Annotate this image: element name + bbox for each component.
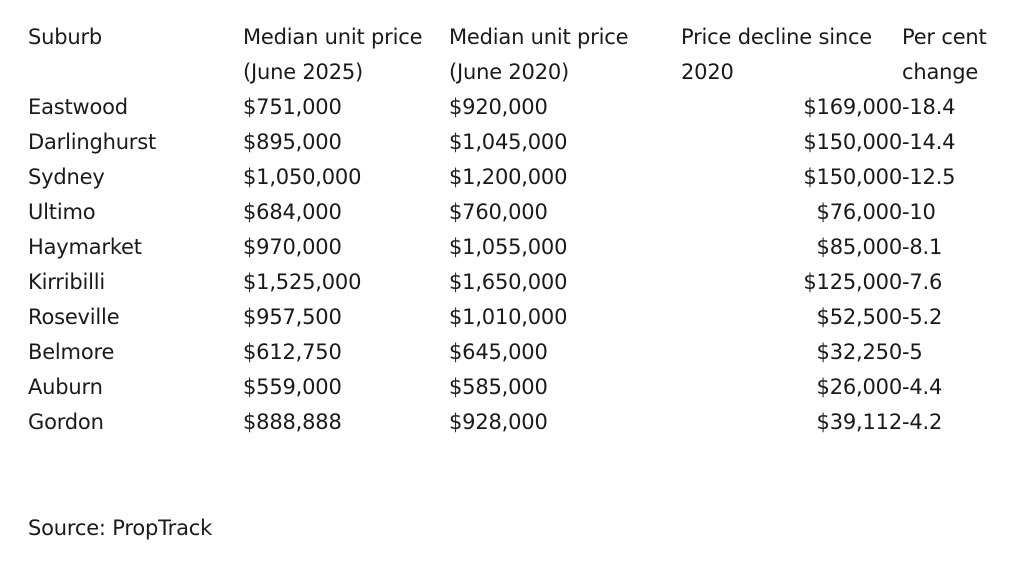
cell-per-cent-change: -8.1: [902, 235, 943, 259]
cell-median-2020: $920,000: [449, 95, 548, 119]
cell-suburb: Ultimo: [28, 200, 96, 224]
header-price-decline: Price decline since 2020: [681, 25, 873, 84]
cell-median-2020: $1,045,000: [449, 130, 568, 154]
cell-price-decline: $169,000: [803, 95, 902, 119]
cell-median-2025: $1,525,000: [243, 270, 362, 294]
table-row: Roseville $957,500 $1,010,000 $52,500 -5…: [28, 300, 992, 335]
cell-suburb: Belmore: [28, 340, 115, 364]
cell-median-2025: $751,000: [243, 95, 342, 119]
cell-suburb: Kirribilli: [28, 270, 106, 294]
table-row: Gordon $888,888 $928,000 $39,112 -4.2: [28, 405, 992, 440]
cell-price-decline: $150,000: [803, 130, 902, 154]
cell-median-2025: $957,500: [243, 305, 342, 329]
cell-median-2020: $1,650,000: [449, 270, 568, 294]
cell-per-cent-change: -18.4: [902, 95, 956, 119]
table-row: Belmore $612,750 $645,000 $32,250 -5: [28, 335, 992, 370]
cell-per-cent-change: -7.6: [902, 270, 943, 294]
table-row: Ultimo $684,000 $760,000 $76,000 -10: [28, 195, 992, 230]
cell-price-decline: $76,000: [816, 200, 903, 224]
cell-per-cent-change: -5.2: [902, 305, 943, 329]
cell-price-decline: $85,000: [816, 235, 903, 259]
cell-price-decline: $39,112: [816, 410, 903, 434]
table-row: Eastwood $751,000 $920,000 $169,000 -18.…: [28, 90, 992, 125]
cell-suburb: Darlinghurst: [28, 130, 157, 154]
cell-median-2020: $1,200,000: [449, 165, 568, 189]
cell-median-2020: $1,055,000: [449, 235, 568, 259]
cell-suburb: Sydney: [28, 165, 105, 189]
table-row: Auburn $559,000 $585,000 $26,000 -4.4: [28, 370, 992, 405]
cell-price-decline: $150,000: [803, 165, 902, 189]
cell-median-2025: $684,000: [243, 200, 342, 224]
cell-price-decline: $32,250: [816, 340, 903, 364]
header-per-cent-change: Per cent change: [902, 25, 987, 84]
header-median-2020: Median unit price (June 2020): [449, 25, 629, 84]
cell-median-2025: $895,000: [243, 130, 342, 154]
header-suburb: Suburb: [28, 25, 103, 49]
cell-suburb: Roseville: [28, 305, 120, 329]
table-header-row: Suburb Median unit price (June 2025) Med…: [28, 20, 992, 90]
cell-price-decline: $26,000: [816, 375, 903, 399]
cell-per-cent-change: -4.4: [902, 375, 943, 399]
header-median-2025: Median unit price (June 2025): [243, 25, 423, 84]
table-row: Haymarket $970,000 $1,055,000 $85,000 -8…: [28, 230, 992, 265]
cell-suburb: Gordon: [28, 410, 104, 434]
cell-median-2025: $888,888: [243, 410, 342, 434]
cell-median-2025: $559,000: [243, 375, 342, 399]
cell-median-2020: $1,010,000: [449, 305, 568, 329]
cell-median-2020: $760,000: [449, 200, 548, 224]
price-table-container: Suburb Median unit price (June 2025) Med…: [28, 20, 992, 440]
table-row: Sydney $1,050,000 $1,200,000 $150,000 -1…: [28, 160, 992, 195]
cell-median-2020: $645,000: [449, 340, 548, 364]
cell-suburb: Eastwood: [28, 95, 128, 119]
price-table: Suburb Median unit price (June 2025) Med…: [28, 20, 992, 440]
cell-per-cent-change: -12.5: [902, 165, 956, 189]
cell-median-2025: $612,750: [243, 340, 342, 364]
cell-suburb: Haymarket: [28, 235, 142, 259]
cell-price-decline: $52,500: [816, 305, 903, 329]
cell-median-2025: $970,000: [243, 235, 342, 259]
cell-price-decline: $125,000: [803, 270, 902, 294]
cell-per-cent-change: -4.2: [902, 410, 943, 434]
table-body: Eastwood $751,000 $920,000 $169,000 -18.…: [28, 90, 992, 440]
cell-suburb: Auburn: [28, 375, 103, 399]
table-row: Kirribilli $1,525,000 $1,650,000 $125,00…: [28, 265, 992, 300]
table-row: Darlinghurst $895,000 $1,045,000 $150,00…: [28, 125, 992, 160]
cell-per-cent-change: -5: [902, 340, 923, 364]
cell-per-cent-change: -14.4: [902, 130, 956, 154]
cell-median-2020: $928,000: [449, 410, 548, 434]
source-note: Source: PropTrack: [28, 516, 213, 540]
cell-median-2020: $585,000: [449, 375, 548, 399]
cell-per-cent-change: -10: [902, 200, 936, 224]
cell-median-2025: $1,050,000: [243, 165, 362, 189]
